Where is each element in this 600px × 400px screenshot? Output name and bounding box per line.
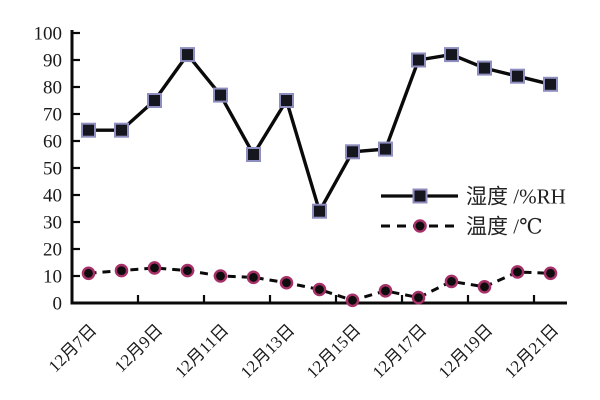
temperature-marker	[246, 270, 261, 285]
temperature-marker	[411, 290, 426, 305]
humidity-marker	[81, 122, 96, 138]
x-tick-label: 12月21日	[501, 320, 563, 382]
x-tick-label: 12月19日	[435, 320, 497, 382]
temperature-marker	[510, 265, 525, 279]
humidity-marker	[477, 60, 492, 76]
x-tick-label: 12月9日	[111, 320, 167, 376]
y-tick-label: 100	[34, 24, 63, 45]
humidity-marker	[180, 47, 195, 63]
y-tick-label: 20	[43, 240, 62, 261]
temperature-marker	[81, 266, 96, 281]
legend-temperature-label: 温度 /℃	[466, 215, 543, 239]
x-tick-label: 12月13日	[237, 320, 299, 382]
temperature-marker	[180, 263, 195, 278]
legend-humidity-label: 湿度 /%RH	[466, 185, 566, 209]
humidity-marker	[411, 52, 426, 68]
temperature-marker	[378, 284, 393, 298]
temperature-marker	[477, 279, 492, 294]
temperature-marker	[345, 293, 360, 308]
y-tick-label: 70	[43, 105, 62, 126]
temperature-marker	[312, 282, 327, 297]
x-tick-label: 12月15日	[303, 320, 365, 382]
y-tick-label: 10	[43, 267, 62, 288]
x-tick-label: 12月7日	[45, 320, 101, 376]
humidity-marker	[444, 47, 459, 63]
y-tick-label: 90	[43, 51, 62, 72]
y-tick-label: 30	[43, 213, 62, 234]
humidity-marker	[279, 93, 294, 108]
humidity-marker	[213, 87, 228, 103]
y-tick-label: 40	[43, 186, 62, 207]
temperature-marker	[543, 266, 558, 281]
temperature-marker	[114, 263, 129, 278]
humidity-marker	[510, 68, 525, 84]
x-tick-label: 12月11日	[171, 320, 232, 381]
y-tick-label: 0	[53, 294, 63, 315]
legend-humidity-marker-icon	[412, 188, 428, 204]
humidity-marker	[345, 144, 360, 160]
temperature-line	[88, 266, 551, 302]
y-tick-label: 60	[43, 132, 62, 153]
humidity-marker	[147, 93, 162, 108]
humidity-marker	[114, 122, 129, 138]
y-tick-label: 80	[43, 78, 62, 99]
x-tick-label: 12月17日	[369, 320, 431, 382]
humidity-marker	[246, 147, 261, 162]
legend-temperature-marker-icon	[413, 219, 427, 233]
temperature-marker	[444, 274, 459, 289]
y-tick-label: 50	[43, 159, 62, 180]
humidity-marker	[312, 203, 327, 219]
legend: 湿度 /%RH 温度 /℃	[381, 185, 566, 239]
temperature-marker	[279, 275, 294, 290]
humidity-marker	[543, 76, 558, 92]
humidity-marker	[378, 141, 393, 157]
temperature-marker	[213, 269, 228, 283]
temperature-marker	[147, 261, 162, 275]
